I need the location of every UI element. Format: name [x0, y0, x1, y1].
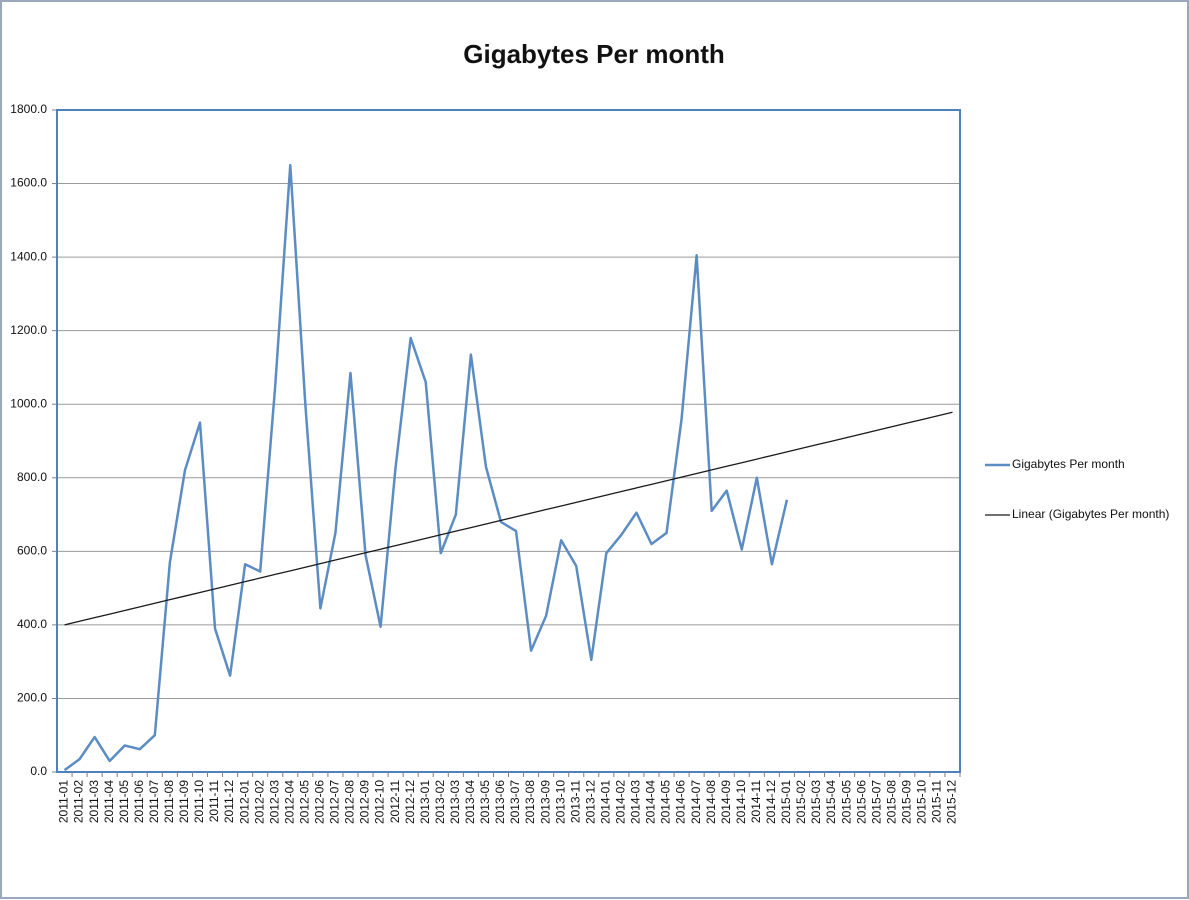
x-tick-label: 2011-06: [132, 780, 146, 823]
x-tick-label: 2011-09: [177, 780, 191, 823]
x-tick-label: 2013-09: [538, 780, 552, 824]
x-tick-label: 2011-08: [162, 780, 176, 823]
x-tick-label: 2015-10: [915, 780, 929, 824]
y-tick-label: 400.0: [17, 617, 47, 631]
x-tick-label: 2011-02: [72, 780, 86, 823]
y-tick-label: 1400.0: [10, 249, 47, 263]
x-tick-label: 2011-03: [87, 780, 101, 823]
x-tick-label: 2014-08: [704, 780, 718, 824]
x-tick-label: 2013-10: [553, 780, 567, 824]
x-tick-label: 2013-11: [568, 780, 582, 823]
x-tick-label: 2013-12: [583, 780, 597, 824]
y-tick-label: 800.0: [17, 470, 47, 484]
legend-label: Linear (Gigabytes Per month): [1012, 507, 1169, 521]
x-tick-label: 2015-07: [869, 780, 883, 824]
x-tick-label: 2011-10: [192, 780, 206, 823]
x-tick-label: 2011-04: [102, 780, 116, 823]
x-tick-label: 2011-01: [57, 780, 71, 823]
x-tick-label: 2015-04: [824, 780, 838, 824]
series-line: [63, 163, 789, 772]
y-tick-label: 0.0: [30, 764, 47, 778]
legend-label: Gigabytes Per month: [1012, 457, 1125, 471]
x-tick-label: 2014-10: [734, 780, 748, 824]
x-tick-label: 2014-04: [644, 780, 658, 824]
x-tick-label: 2013-03: [448, 780, 462, 824]
x-tick-label: 2015-01: [779, 780, 793, 824]
x-tick-label: 2012-10: [373, 780, 387, 824]
x-tick-label: 2011-12: [222, 780, 236, 823]
x-tick-label: 2014-05: [659, 780, 673, 824]
x-tick-label: 2012-09: [358, 780, 372, 824]
chart-title: Gigabytes Per month: [463, 39, 725, 69]
x-tick-label: 2011-05: [117, 780, 131, 823]
y-tick-label: 600.0: [17, 544, 47, 558]
x-tick-label: 2015-08: [884, 780, 898, 824]
y-tick-label: 1200.0: [10, 323, 47, 337]
x-tick-label: 2015-06: [854, 780, 868, 824]
x-tick-label: 2012-01: [237, 780, 251, 824]
y-tick-label: 1600.0: [10, 176, 47, 190]
x-tick-label: 2014-06: [674, 780, 688, 824]
x-tick-label: 2012-07: [328, 780, 342, 824]
x-tick-label: 2012-08: [343, 780, 357, 824]
x-tick-label: 2013-01: [418, 780, 432, 824]
x-tick-label: 2013-08: [523, 780, 537, 824]
x-tick-label: 2015-02: [794, 780, 808, 824]
x-tick-label: 2011-07: [147, 780, 161, 823]
y-tick-label: 200.0: [17, 691, 47, 705]
x-tick-label: 2014-09: [719, 780, 733, 824]
x-tick-label: 2011-11: [207, 780, 221, 823]
x-tick-label: 2012-11: [388, 780, 402, 823]
x-tick-label: 2014-02: [614, 780, 628, 824]
x-tick-label: 2014-11: [749, 780, 763, 823]
x-tick-label: 2012-12: [403, 780, 417, 824]
x-tick-label: 2012-06: [313, 780, 327, 824]
x-tick-label: 2015-05: [839, 780, 853, 824]
x-tick-label: 2015-11: [930, 780, 944, 823]
y-tick-label: 1800.0: [10, 102, 47, 116]
x-tick-label: 2013-06: [493, 780, 507, 824]
x-tick-label: 2012-03: [267, 780, 281, 824]
x-tick-label: 2015-09: [899, 780, 913, 824]
x-tick-label: 2013-04: [463, 780, 477, 824]
x-tick-label: 2012-05: [297, 780, 311, 824]
x-tick-label: 2014-12: [764, 780, 778, 824]
x-tick-label: 2013-02: [433, 780, 447, 824]
series-line: [64, 411, 953, 626]
y-tick-label: 1000.0: [10, 396, 47, 410]
x-tick-label: 2015-12: [945, 780, 959, 824]
x-tick-label: 2014-03: [629, 780, 643, 824]
x-tick-label: 2013-07: [508, 780, 522, 824]
x-tick-label: 2015-03: [809, 780, 823, 824]
x-tick-label: 2012-02: [252, 780, 266, 824]
x-tick-label: 2014-07: [689, 780, 703, 824]
x-tick-label: 2014-01: [598, 780, 612, 824]
x-tick-label: 2013-05: [478, 780, 492, 824]
x-tick-label: 2012-04: [282, 780, 296, 824]
